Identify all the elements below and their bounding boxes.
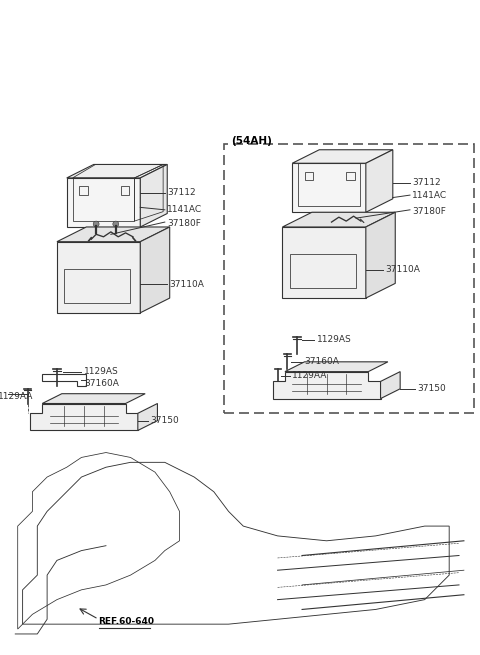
Polygon shape [292,150,393,163]
Bar [120,186,130,195]
Polygon shape [42,394,145,403]
Bar [79,186,88,195]
Polygon shape [292,163,366,212]
Text: 37112: 37112 [167,188,196,197]
Polygon shape [282,227,366,298]
Bar [224,143,474,413]
Polygon shape [138,403,157,430]
Text: 1129AA: 1129AA [0,392,34,401]
Bar [346,172,355,180]
Text: 37150: 37150 [150,416,179,425]
Polygon shape [381,371,400,399]
Polygon shape [140,164,167,227]
Bar [290,254,356,288]
Circle shape [93,221,99,227]
Text: 37110A: 37110A [385,265,420,274]
Polygon shape [282,212,395,227]
Text: 1129AA: 1129AA [292,371,328,380]
Polygon shape [57,227,170,242]
Polygon shape [67,178,140,227]
Polygon shape [366,212,395,298]
Text: 1129AS: 1129AS [84,367,119,376]
Polygon shape [30,403,138,430]
Text: 1141AC: 1141AC [167,205,203,214]
Text: 37180F: 37180F [412,207,446,215]
Polygon shape [366,150,393,212]
Text: 37110A: 37110A [170,280,204,289]
Bar [304,172,313,180]
Polygon shape [57,242,140,313]
Circle shape [113,221,119,227]
Bar [64,269,131,303]
Polygon shape [67,164,167,178]
Text: 37112: 37112 [412,178,441,187]
Text: 1129AS: 1129AS [317,335,351,345]
Text: 37180F: 37180F [167,219,201,227]
Polygon shape [140,227,170,313]
Text: (54AH): (54AH) [231,136,272,146]
Text: 37150: 37150 [417,384,446,393]
Polygon shape [273,371,381,399]
Text: 1141AC: 1141AC [412,191,447,200]
Text: 37160A: 37160A [84,379,119,388]
Text: 37160A: 37160A [304,358,339,366]
Text: REF.60-640: REF.60-640 [98,617,155,626]
Polygon shape [285,362,388,371]
